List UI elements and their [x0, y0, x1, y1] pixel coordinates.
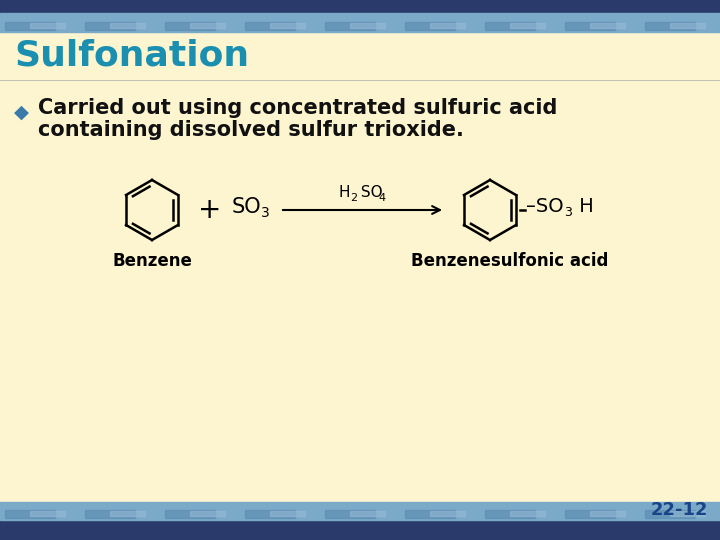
Bar: [0, 520, 720, 540]
Text: H: H: [338, 185, 350, 200]
Bar: [85, 510, 135, 518]
Text: Sulfonation: Sulfonation: [14, 39, 249, 73]
Bar: [590, 511, 625, 516]
Bar: [0, 0, 720, 13]
Bar: [0, 13, 720, 32]
Bar: [110, 23, 145, 28]
Bar: [110, 511, 145, 516]
Bar: [5, 22, 55, 30]
Bar: [510, 23, 545, 28]
Bar: [165, 22, 215, 30]
Text: 2: 2: [351, 193, 358, 203]
Bar: [325, 510, 375, 518]
Bar: [565, 510, 615, 518]
Bar: [485, 510, 535, 518]
Text: 3: 3: [261, 206, 270, 220]
Bar: [85, 22, 135, 30]
Bar: [645, 22, 695, 30]
Bar: [645, 510, 695, 518]
Text: Benzene: Benzene: [112, 252, 192, 270]
Bar: [5, 510, 55, 518]
Bar: [430, 511, 465, 516]
Bar: [430, 23, 465, 28]
Bar: [670, 23, 705, 28]
Bar: [485, 22, 535, 30]
Bar: [270, 511, 305, 516]
Text: H: H: [573, 198, 594, 217]
Bar: [0, 502, 720, 520]
Bar: [405, 22, 455, 30]
Text: Carried out using concentrated sulfuric acid: Carried out using concentrated sulfuric …: [38, 98, 557, 118]
Bar: [30, 511, 65, 516]
Text: SO: SO: [232, 197, 261, 217]
Bar: [325, 22, 375, 30]
Text: containing dissolved sulfur trioxide.: containing dissolved sulfur trioxide.: [38, 120, 464, 140]
Text: SO: SO: [356, 185, 383, 200]
Bar: [0, 32, 720, 80]
Bar: [190, 23, 225, 28]
Bar: [565, 22, 615, 30]
Text: 4: 4: [379, 193, 386, 203]
Bar: [245, 510, 295, 518]
Text: ◆: ◆: [14, 103, 29, 122]
Text: –SO: –SO: [526, 198, 564, 217]
Bar: [165, 510, 215, 518]
Bar: [405, 510, 455, 518]
Bar: [30, 23, 65, 28]
Bar: [270, 23, 305, 28]
Bar: [245, 22, 295, 30]
Bar: [510, 511, 545, 516]
Bar: [190, 511, 225, 516]
Bar: [350, 511, 385, 516]
Bar: [350, 23, 385, 28]
Text: 3: 3: [564, 206, 572, 219]
Bar: [590, 23, 625, 28]
Bar: [670, 511, 705, 516]
Text: +: +: [198, 196, 222, 224]
Text: Benzenesulfonic acid: Benzenesulfonic acid: [411, 252, 608, 270]
Text: 22-12: 22-12: [650, 501, 708, 519]
